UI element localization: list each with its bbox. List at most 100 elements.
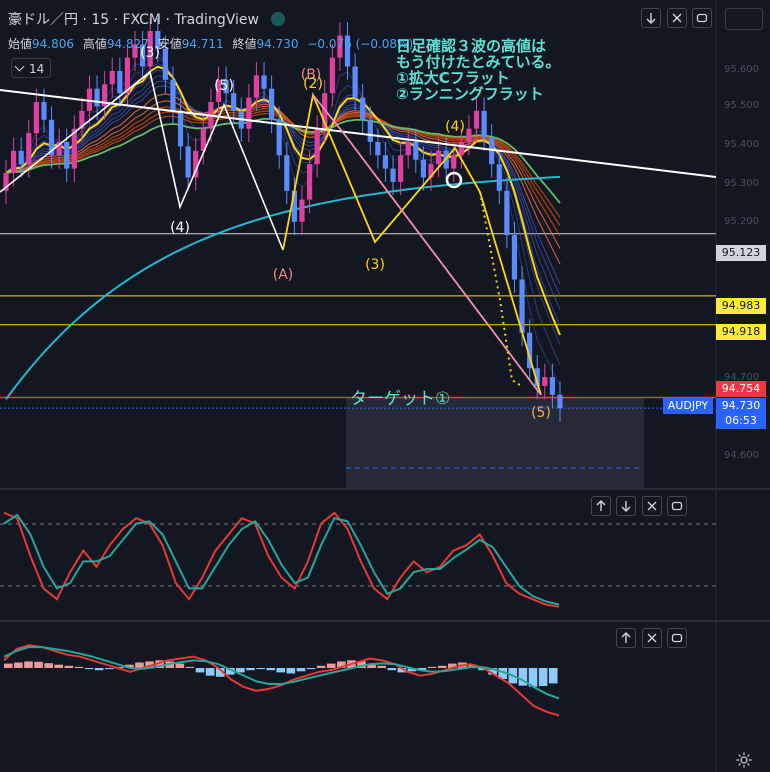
macd-histogram-bar — [4, 663, 13, 668]
top-right-box[interactable] — [725, 8, 763, 30]
wave-label: (4) — [445, 119, 465, 135]
symbol-title[interactable]: 豪ドル／円 · 15 · FXCM · TradingView — [8, 9, 285, 29]
candle-body — [496, 164, 502, 191]
candle-body — [299, 199, 305, 222]
macd-close-button[interactable] — [642, 628, 662, 648]
stoch-close-button[interactable] — [642, 496, 662, 516]
macd-histogram-bar — [407, 668, 417, 672]
macd-histogram-bar — [125, 664, 134, 668]
wave-pink — [312, 94, 542, 396]
candle-body — [86, 88, 93, 111]
macd-histogram-bar — [115, 666, 124, 668]
price-tick: 95.400 — [724, 139, 759, 150]
indicator-collapse-button[interactable]: 14 — [11, 58, 51, 78]
close-button[interactable] — [667, 8, 687, 28]
candle-body — [405, 141, 411, 156]
analysis-note: 日足確認３波の高値は もう付けたとみている。 ①拡大Cフラット ②ランニングフラ… — [396, 37, 561, 103]
macd-histogram-bar — [448, 663, 457, 668]
close-label: 終値 — [232, 37, 257, 51]
live-dot-icon — [270, 12, 285, 26]
candle-body — [367, 119, 373, 142]
macd-histogram-bar — [488, 668, 497, 675]
close-icon — [647, 633, 657, 643]
macd-histogram-bar — [175, 663, 185, 668]
candle-body — [390, 168, 396, 182]
stoch-maximize-button[interactable] — [667, 496, 687, 516]
macd-histogram-bar — [266, 668, 275, 671]
candle-body — [527, 332, 533, 369]
macd-histogram-bar — [256, 668, 265, 670]
candle-body — [253, 75, 260, 98]
close-value: 94.730 — [256, 37, 299, 51]
macd-histogram-bar — [478, 668, 487, 671]
macd-histogram-bar — [64, 665, 74, 668]
candle-body — [26, 133, 32, 165]
gear-icon[interactable] — [735, 751, 753, 769]
macd-histogram-bar — [215, 668, 225, 677]
candle-body — [481, 110, 487, 138]
wave-label: (5) — [531, 405, 551, 421]
open-label: 始値 — [8, 37, 33, 51]
stoch-move-up-button[interactable] — [591, 496, 611, 516]
candle-body — [511, 235, 518, 280]
maximize-button[interactable] — [692, 8, 712, 28]
candle-body — [10, 150, 17, 174]
candle-body — [549, 377, 556, 395]
macd-histogram-bar — [24, 661, 33, 668]
macd-histogram-bar — [236, 668, 245, 673]
macd-histogram-bar — [518, 668, 528, 686]
macd-histogram-bar — [296, 668, 306, 672]
price-tick: 95.300 — [724, 178, 759, 189]
candle-body — [64, 141, 70, 169]
candle-body — [398, 155, 404, 182]
price-tick: 94.600 — [724, 450, 759, 461]
macd-histogram-bar — [397, 668, 407, 673]
low-label: 安値 — [157, 37, 182, 51]
candle-body — [56, 141, 62, 156]
maximize-icon — [671, 501, 683, 511]
macd-histogram-bar — [498, 668, 508, 679]
symbol-title-text: 豪ドル／円 · 15 · FXCM · TradingView — [8, 12, 259, 28]
countdown-label: 06:53 — [716, 413, 766, 429]
candle-body — [223, 79, 229, 94]
stoch-move-down-button[interactable] — [616, 496, 636, 516]
high-value: 94.827 — [106, 37, 149, 51]
candle-body — [41, 102, 47, 120]
macd-histogram-bar — [84, 668, 94, 670]
macd-line — [3, 644, 560, 717]
candle-body — [246, 97, 252, 129]
maximize-icon — [696, 13, 708, 23]
candle-body — [48, 119, 55, 156]
candle-body — [428, 164, 434, 178]
indicator-count: 14 — [29, 62, 45, 76]
move-down-button[interactable] — [641, 8, 661, 28]
macd-histogram-bar — [145, 661, 154, 668]
target-zone — [346, 397, 644, 488]
candle-body — [534, 368, 540, 386]
price-tick: 95.600 — [724, 64, 759, 75]
candle-body — [269, 88, 275, 120]
candle-body — [504, 190, 510, 236]
low-value: 94.711 — [181, 37, 224, 51]
wave-white — [0, 70, 284, 251]
candle-body — [382, 155, 389, 169]
wave-yellow — [282, 91, 542, 396]
candle-body — [489, 137, 495, 165]
price-tick: 94.700 — [724, 372, 759, 383]
macd-histogram-bar — [538, 668, 548, 687]
macd-maximize-button[interactable] — [667, 628, 687, 648]
candle-body — [314, 128, 320, 165]
macd-histogram-bar — [548, 668, 558, 684]
candle-body — [352, 66, 358, 98]
candle-body — [79, 110, 85, 129]
macd-move-up-button[interactable] — [616, 628, 636, 648]
arrow-down-icon — [621, 501, 631, 512]
candle-body — [193, 150, 199, 178]
macd-histogram-bar — [14, 662, 23, 668]
price-label-94754: 94.754 — [716, 381, 766, 397]
candle-body — [94, 88, 100, 107]
macd-histogram-bar — [357, 661, 366, 668]
macd-histogram-bar — [377, 665, 386, 668]
